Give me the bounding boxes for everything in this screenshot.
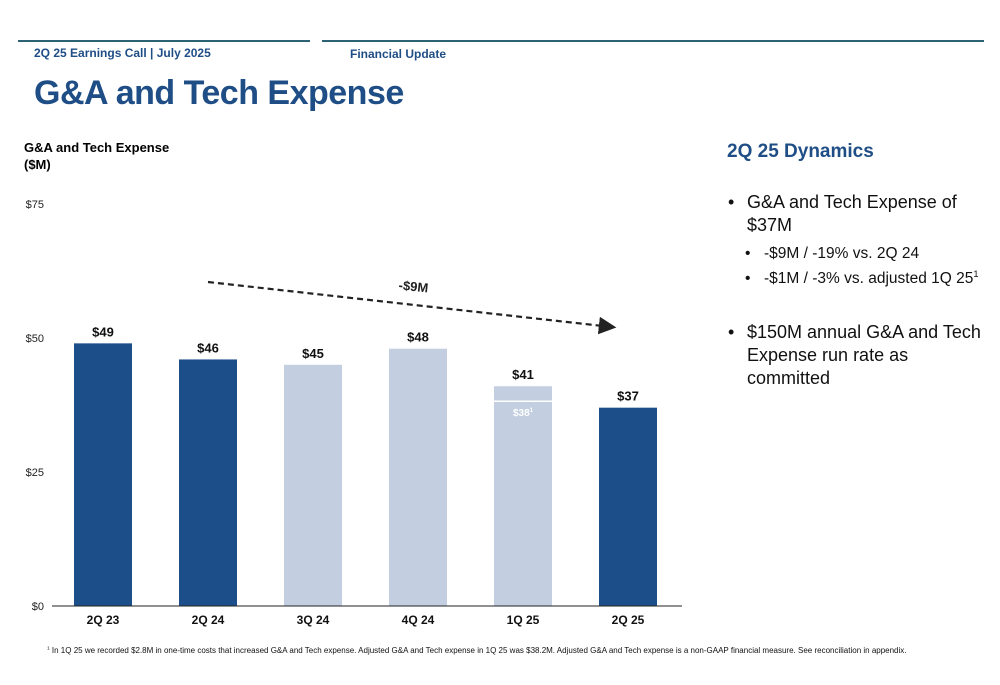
header-rule-right bbox=[322, 40, 984, 42]
bar-value-label: $48 bbox=[407, 330, 429, 345]
bullet-marker: • bbox=[745, 245, 751, 262]
chart-title-line2: ($M) bbox=[24, 157, 51, 172]
bullet-text: $150M annual G&A and Tech Expense run ra… bbox=[747, 322, 981, 388]
y-tick-label: $0 bbox=[32, 601, 44, 613]
chart-title-line1: G&A and Tech Expense bbox=[24, 140, 170, 155]
bullet-text-wrap: -$1M / -3% vs. adjusted 1Q 251 bbox=[764, 268, 979, 288]
x-tick-label: 4Q 24 bbox=[402, 613, 435, 627]
bar-4q-24 bbox=[389, 348, 447, 606]
footnote-marker: 1 bbox=[47, 646, 50, 652]
bar-value-label: $41 bbox=[512, 367, 534, 382]
header-section-label: Financial Update bbox=[350, 47, 447, 61]
x-tick-label: 2Q 25 bbox=[612, 613, 645, 627]
bar-2q-23 bbox=[74, 343, 132, 606]
adjusted-footnote-ref: 1 bbox=[530, 408, 534, 414]
y-tick-label: $50 bbox=[26, 333, 44, 345]
header-event-label: 2Q 25 Earnings Call | July 2025 bbox=[34, 46, 211, 60]
trend-annotation: -$9M bbox=[398, 278, 429, 296]
page-title: G&A and Tech Expense bbox=[34, 74, 404, 112]
footnote-text: In 1Q 25 we recorded $2.8M in one-time c… bbox=[51, 646, 907, 655]
bullet-text: -$9M / -19% vs. 2Q 24 bbox=[764, 245, 920, 262]
chart-title: G&A and Tech Expense ($M) bbox=[24, 139, 169, 173]
bar-2q-24 bbox=[179, 359, 237, 606]
bar-value-label: $46 bbox=[197, 340, 219, 355]
bullet-marker: • bbox=[728, 322, 735, 342]
bar-3q-24 bbox=[284, 364, 342, 606]
trend-arrow bbox=[207, 280, 617, 335]
bar-chart: $0 $25 $50 $75 $49 2Q 23 $46 2Q 24 $45 3Q 24 $48 4Q… bbox=[26, 199, 682, 627]
footnote: 1 In 1Q 25 we recorded $2.8M in one-time… bbox=[47, 646, 907, 655]
bar-1q-25 bbox=[494, 386, 552, 606]
footnote-ref: 1 bbox=[973, 268, 979, 279]
x-tick-label: 1Q 25 bbox=[507, 613, 540, 627]
x-tick-label: 2Q 24 bbox=[192, 613, 225, 627]
y-tick-label: $75 bbox=[26, 199, 44, 211]
x-tick-label: 3Q 24 bbox=[297, 613, 330, 627]
bullet-text: G&A and Tech Expense of $37M bbox=[747, 192, 957, 235]
bullet-marker: • bbox=[745, 270, 751, 287]
bullet-text: -$1M / -3% vs. adjusted 1Q 25 bbox=[764, 270, 974, 287]
bar-value-label: $37 bbox=[617, 389, 639, 404]
header-rule-left bbox=[18, 40, 310, 42]
bar-value-label: $49 bbox=[92, 324, 114, 339]
bar-value-label: $45 bbox=[302, 346, 324, 361]
y-tick-label: $25 bbox=[26, 467, 44, 479]
bullet-marker: • bbox=[728, 192, 735, 212]
bar-2q-25 bbox=[599, 407, 657, 606]
adjusted-value-label: $381 bbox=[513, 408, 534, 419]
dynamics-title: 2Q 25 Dynamics bbox=[727, 141, 874, 162]
x-tick-label: 2Q 23 bbox=[87, 613, 120, 627]
